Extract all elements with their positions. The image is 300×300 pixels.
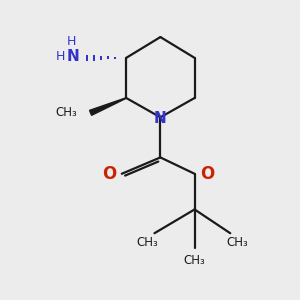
Text: O: O xyxy=(102,165,116,183)
Text: N: N xyxy=(66,49,79,64)
Polygon shape xyxy=(89,98,126,115)
Text: CH₃: CH₃ xyxy=(227,236,249,249)
Text: CH₃: CH₃ xyxy=(184,254,206,267)
Text: N: N xyxy=(154,111,167,126)
Text: H: H xyxy=(67,35,76,48)
Text: H: H xyxy=(55,50,64,63)
Text: CH₃: CH₃ xyxy=(56,106,77,119)
Text: CH₃: CH₃ xyxy=(136,236,158,249)
Text: O: O xyxy=(200,165,214,183)
